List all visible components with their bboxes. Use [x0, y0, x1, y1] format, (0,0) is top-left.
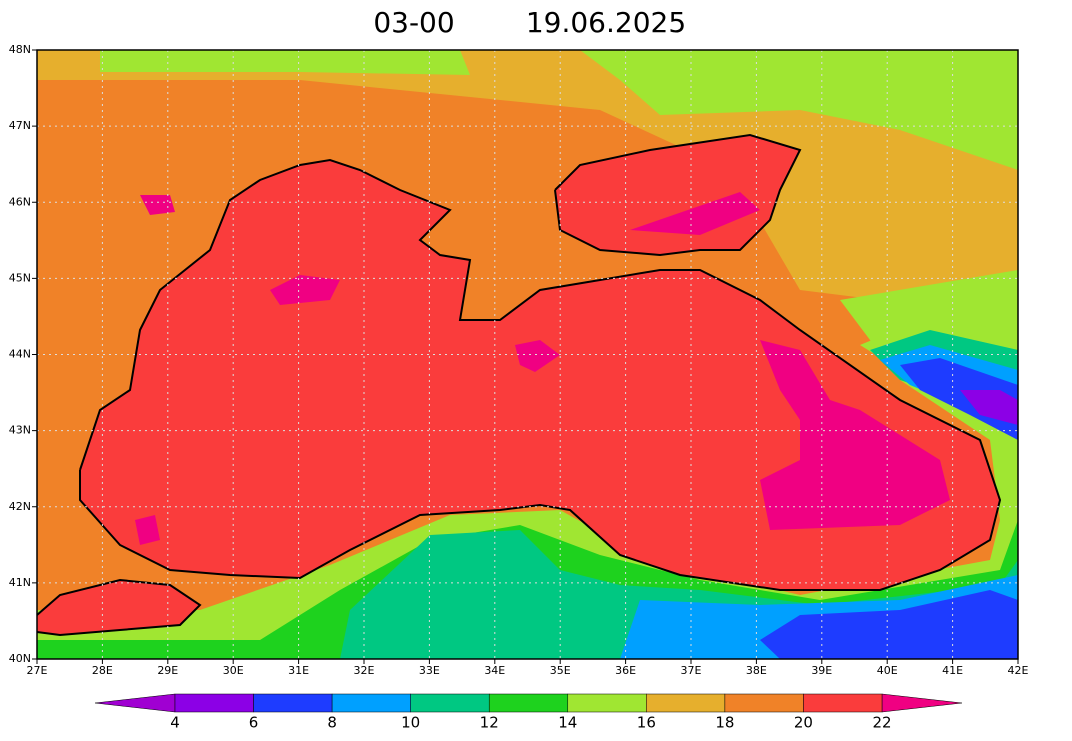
colorbar-box — [803, 693, 883, 713]
x-tick-label: 42E — [1008, 664, 1029, 677]
x-tick-label: 38E — [746, 664, 767, 677]
colorbar-box — [174, 693, 254, 713]
y-tick-label: 43N — [9, 424, 31, 437]
x-tick-label: 37E — [681, 664, 702, 677]
colorbar-box — [724, 693, 804, 713]
coastline — [36, 578, 202, 637]
colorbar-box — [488, 693, 569, 713]
x-tick-label: 41E — [942, 664, 963, 677]
y-tick-label: 40N — [9, 652, 31, 665]
title-date: 19.06.2025 — [526, 6, 686, 39]
contour-region — [37, 580, 200, 635]
x-tick-label: 39E — [811, 664, 832, 677]
y-tick-label: 46N — [9, 195, 31, 208]
contour-region — [37, 50, 1018, 330]
contour-region — [140, 195, 175, 215]
colorbar-label: 4 — [170, 714, 180, 732]
contour-region — [555, 135, 800, 255]
x-tick-label: 29E — [157, 664, 178, 677]
contour-region — [135, 515, 160, 545]
contour-region — [580, 50, 1018, 170]
contour-region — [515, 340, 560, 372]
ticks: 27E 28E 29E 30E 31E 32E 33E 34E 35E 36E 37E 38E 39E 4… — [9, 43, 1029, 677]
field — [36, 50, 1018, 659]
x-tick-label: 32E — [354, 664, 375, 677]
x-tick-label: 33E — [419, 664, 440, 677]
colorbar-box — [646, 693, 726, 713]
y-tick-label: 42N — [9, 500, 31, 513]
colorbar: 4 6 8 10 12 14 16 18 20 22 — [94, 693, 963, 732]
colorbar-label: 22 — [872, 714, 891, 732]
contour-region — [270, 275, 340, 305]
colorbar-label: 18 — [715, 714, 734, 732]
contour-region — [100, 50, 470, 75]
y-tick-label: 47N — [9, 119, 31, 132]
x-tick-label: 27E — [27, 664, 48, 677]
x-tick-label: 28E — [92, 664, 113, 677]
x-tick-label: 30E — [223, 664, 244, 677]
y-tick-label: 41N — [9, 576, 31, 589]
y-tick-label: 48N — [9, 43, 31, 56]
title-time: 03-00 — [373, 6, 454, 39]
contour-region — [900, 358, 1018, 440]
colorbar-box — [567, 693, 647, 713]
contour-region — [760, 590, 1018, 659]
colorbar-box — [253, 693, 333, 713]
y-tick-label: 44N — [9, 348, 31, 361]
colorbar-label: 16 — [637, 714, 656, 732]
x-tick-label: 35E — [550, 664, 571, 677]
x-tick-label: 36E — [615, 664, 636, 677]
colorbar-label: 12 — [480, 714, 499, 732]
x-tick-label: 31E — [288, 664, 309, 677]
coastline — [554, 133, 802, 257]
colorbar-label: 10 — [401, 714, 420, 732]
y-tick-label: 45N — [9, 271, 31, 284]
x-tick-label: 34E — [484, 664, 505, 677]
colorbar-label: 6 — [249, 714, 259, 732]
coastline — [79, 158, 1002, 591]
colorbar-label: 8 — [327, 714, 337, 732]
contour-region — [960, 390, 1018, 425]
x-tick-label: 40E — [877, 664, 898, 677]
colorbar-label: 14 — [558, 714, 577, 732]
colorbar-box — [410, 693, 490, 713]
contour-region — [760, 340, 950, 530]
colorbar-label: 20 — [794, 714, 813, 732]
colorbar-box — [331, 693, 411, 713]
